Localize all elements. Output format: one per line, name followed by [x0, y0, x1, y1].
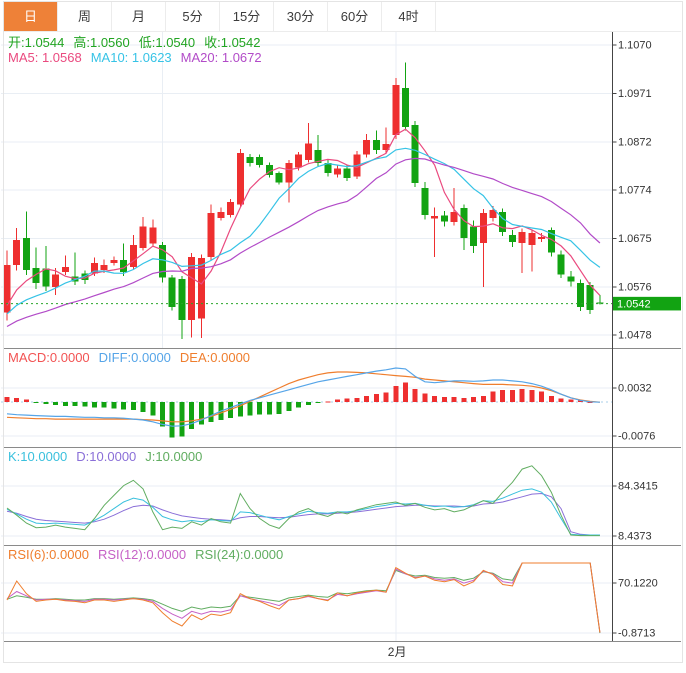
tab-period-1[interactable]: 周: [58, 2, 112, 31]
chart-series: [1, 62, 613, 634]
ma20-value: MA20: 1.0672: [180, 50, 262, 65]
kdj-ytick-0: 84.3415: [618, 481, 658, 493]
rsi-ytick-1: -0.8713: [618, 628, 655, 640]
current-price-badge: [613, 296, 681, 311]
ohlc-info-row: 开:1.0544 高:1.0560 低:1.0540 收:1.0542: [8, 36, 270, 50]
price-ytick-4: 1.0675: [618, 233, 652, 245]
ohlc-收: 收:1.0542: [204, 35, 261, 50]
price-ytick-2: 1.0872: [618, 136, 652, 148]
axes: 1.1070 1.0971 1.0872 1.0774 1.0675 1.0576 1.04…: [4, 31, 681, 659]
kdj-value-1: D:10.0000: [76, 449, 137, 464]
tab-period-0[interactable]: 日: [4, 2, 58, 31]
rsi-value-2: RSI(24):0.0000: [195, 547, 284, 562]
price-ytick-6: 1.0478: [618, 330, 652, 342]
price-ytick-5: 1.0576: [618, 281, 652, 293]
tab-period-4[interactable]: 15分: [220, 2, 274, 31]
period-tabbar: 日周月 5分 15分 30分 60分 4时: [4, 2, 681, 32]
tab-period-5[interactable]: 30分: [274, 2, 328, 31]
kdj-value-2: J:10.0000: [145, 449, 203, 464]
kdj-ytick-1: 8.4373: [618, 531, 652, 543]
price-ytick-0: 1.1070: [618, 40, 652, 52]
ohlc-开: 开:1.0544: [8, 35, 65, 50]
tab-period-7[interactable]: 4时: [382, 2, 436, 31]
ohlc-低: 低:1.0540: [138, 35, 196, 50]
rsi-value-1: RSI(12):0.0000: [97, 547, 187, 562]
macd-value-1: DIFF:0.0000: [98, 350, 171, 365]
ohlc-高: 高:1.0560: [73, 35, 130, 50]
current-price-value: 1.0542: [617, 298, 651, 310]
macd-value-2: DEA:0.0000: [179, 350, 251, 365]
rsi-ytick-0: 70.1220: [618, 578, 658, 590]
price-ytick-3: 1.0774: [618, 185, 652, 197]
kdj-info-row: K:10.0000 D:10.0000 J:10.0000: [8, 450, 211, 464]
tab-period-3[interactable]: 5分: [166, 2, 220, 31]
price-ytick-1: 1.0971: [618, 88, 652, 100]
x-axis-month-label: 2月: [388, 645, 407, 659]
ma5-value: MA5: 1.0568: [8, 50, 82, 65]
kdj-value-0: K:10.0000: [8, 449, 68, 464]
macd-info-row: MACD:0.0000 DIFF:0.0000 DEA:0.0000: [8, 351, 259, 365]
macd-ytick-1: -0.0076: [618, 431, 655, 443]
macd-value-0: MACD:0.0000: [8, 350, 90, 365]
ma-info-row: MA5: 1.0568 MA10: 1.0623 MA20: 1.0672: [8, 51, 271, 65]
macd-ytick-0: 0.0032: [618, 383, 652, 395]
rsi-info-row: RSI(6):0.0000 RSI(12):0.0000 RSI(24):0.000…: [8, 548, 292, 562]
tab-period-2[interactable]: 月: [112, 2, 166, 31]
rsi-value-0: RSI(6):0.0000: [8, 547, 89, 562]
tab-period-6[interactable]: 60分: [328, 2, 382, 31]
ma10-value: MA10: 1.0623: [90, 50, 172, 65]
